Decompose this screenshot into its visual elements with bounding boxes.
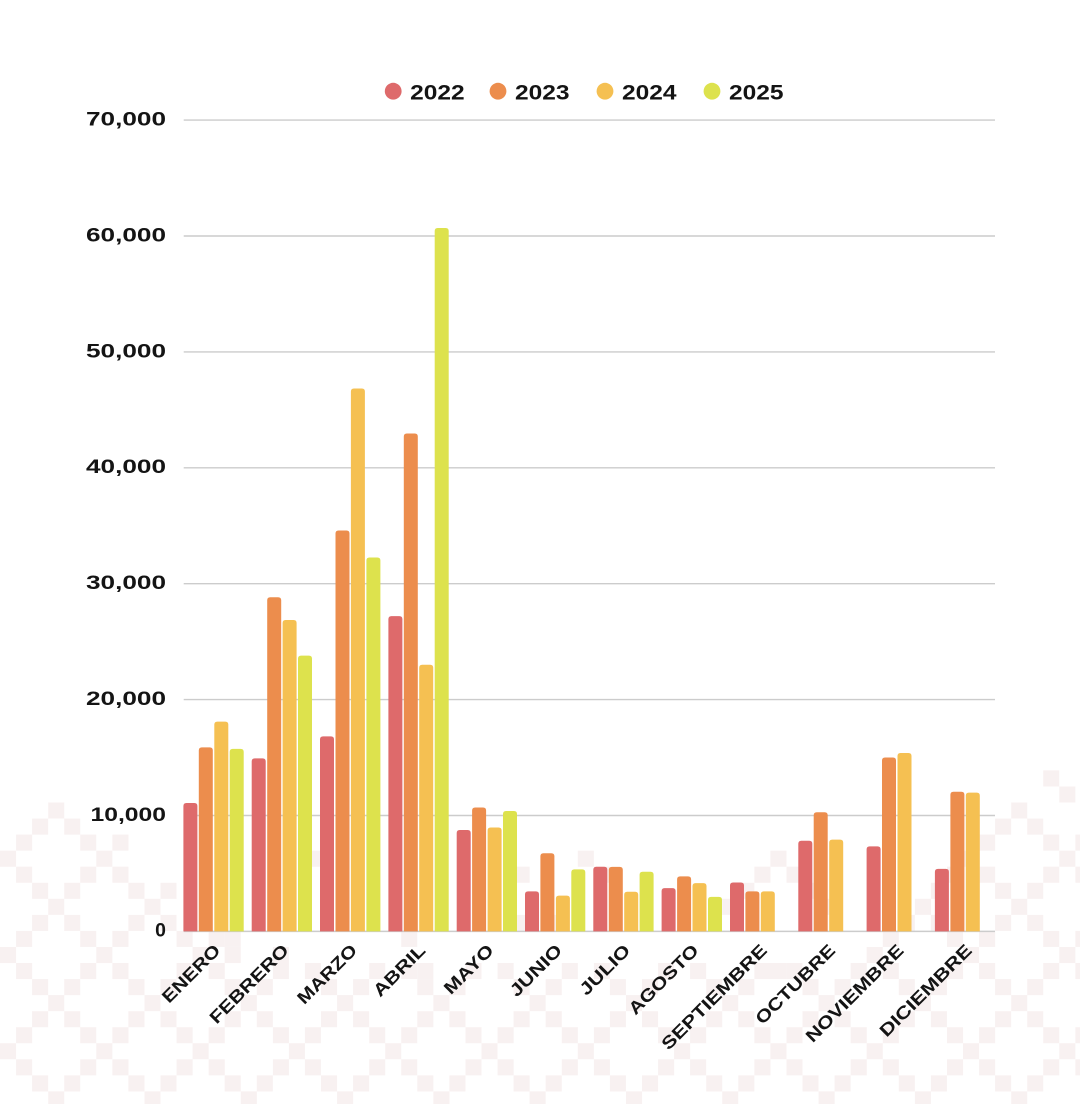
svg-text:2025: 2025 bbox=[729, 81, 784, 104]
svg-text:20,000: 20,000 bbox=[86, 689, 166, 710]
svg-text:2024: 2024 bbox=[622, 81, 677, 104]
svg-text:0: 0 bbox=[155, 920, 166, 941]
svg-text:10,000: 10,000 bbox=[91, 805, 167, 826]
svg-text:70,000: 70,000 bbox=[86, 110, 166, 131]
svg-text:60,000: 60,000 bbox=[86, 225, 166, 246]
svg-text:50,000: 50,000 bbox=[86, 341, 166, 362]
svg-text:40,000: 40,000 bbox=[86, 457, 166, 478]
svg-text:2022: 2022 bbox=[410, 81, 465, 104]
svg-text:2023: 2023 bbox=[515, 81, 570, 104]
svg-text:30,000: 30,000 bbox=[86, 573, 166, 594]
